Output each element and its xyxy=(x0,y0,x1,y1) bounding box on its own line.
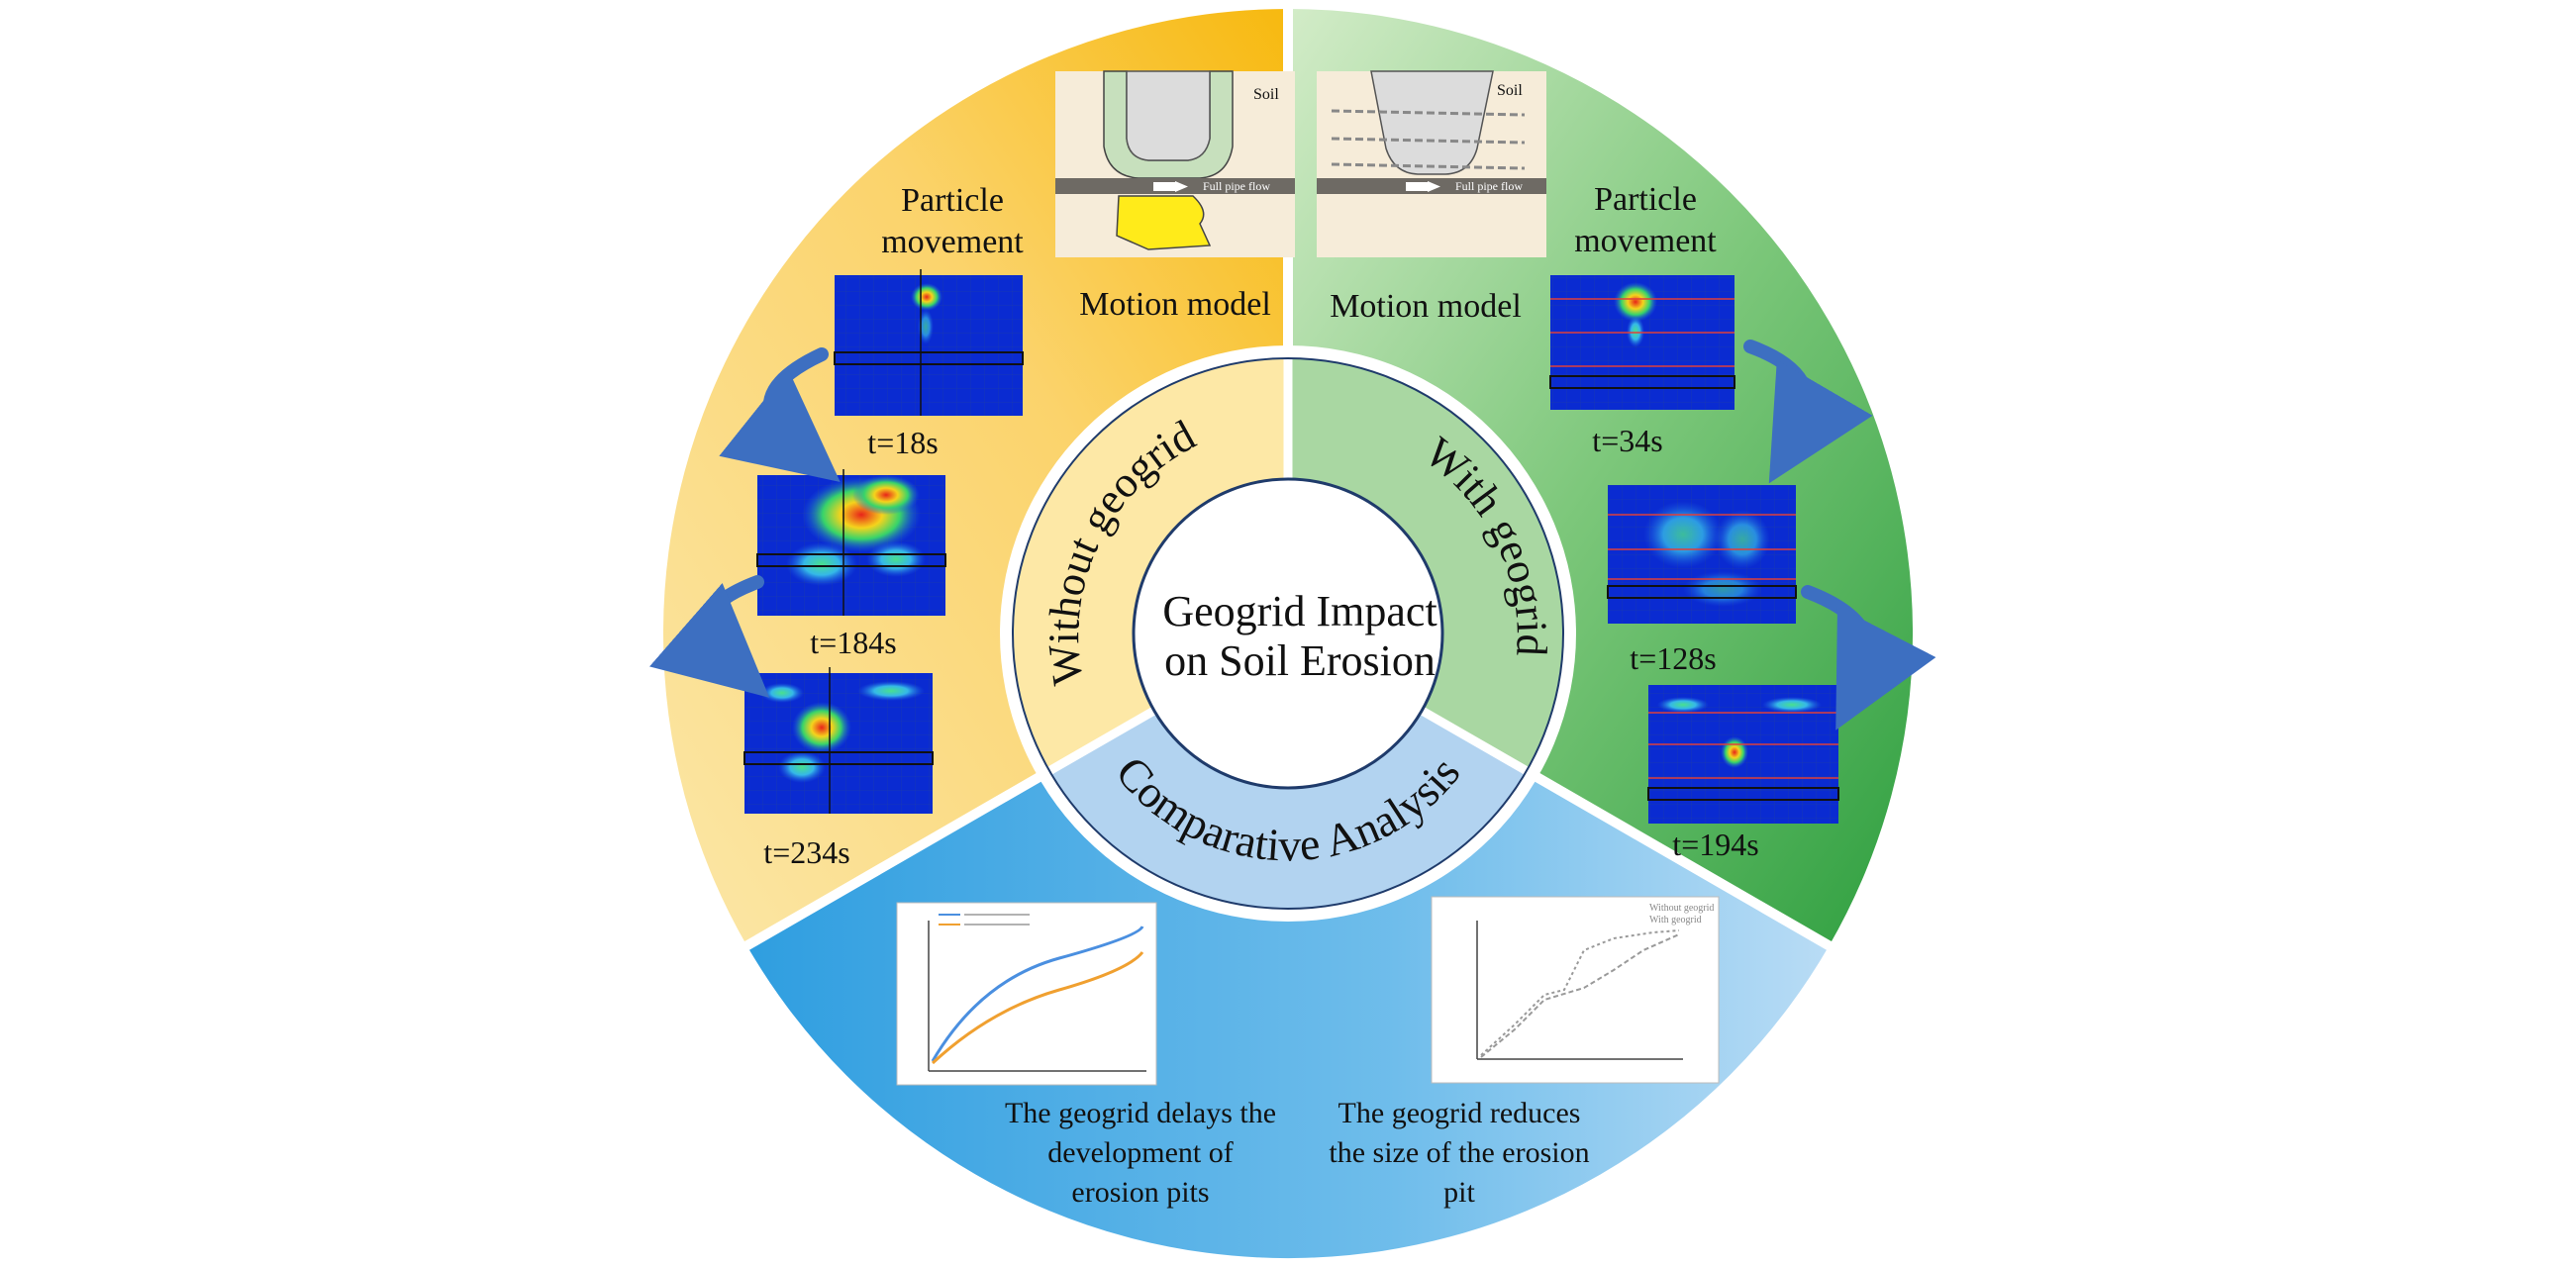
right-plot-legend-2: With geogrid xyxy=(1649,915,1702,926)
left-motion-model-image: Soil Full pipe flow xyxy=(1055,70,1295,257)
left-content: Soil Full pipe flow Motion model Particl… xyxy=(648,70,1295,870)
left-frame-3 xyxy=(743,667,934,814)
right-frame-1-label: t=34s xyxy=(1592,423,1662,458)
bottom-left-caption-line1: The geogrid delays the xyxy=(1005,1097,1276,1129)
right-plot-legend-1: Without geogrid xyxy=(1649,903,1714,914)
center-title-line1: Geogrid Impact xyxy=(1162,587,1437,635)
left-soil-label: Soil xyxy=(1253,86,1279,103)
left-arrow-1 xyxy=(719,347,841,483)
left-frame-1-label: t=18s xyxy=(867,425,938,460)
center-title-line2: on Soil Erosion xyxy=(1164,636,1436,685)
bottom-right-caption-line2: the size of the erosion xyxy=(1329,1136,1589,1169)
right-frame-2-label: t=128s xyxy=(1630,640,1716,676)
left-flow-label: Full pipe flow xyxy=(1203,179,1270,193)
bottom-left-plot xyxy=(896,902,1157,1086)
bottom-content: Without geogrid With geogrid The geogrid… xyxy=(896,896,1720,1209)
bottom-left-caption-line2: development of xyxy=(1047,1136,1233,1169)
right-motion-model-label: Motion model xyxy=(1330,288,1522,325)
right-frame-3-label: t=194s xyxy=(1672,827,1758,862)
right-particle-line2: movement xyxy=(1574,223,1717,259)
right-motion-model-image: Soil Full pipe flow xyxy=(1317,70,1546,257)
right-frame-2 xyxy=(1607,485,1797,624)
bottom-right-caption-line1: The geogrid reduces xyxy=(1338,1097,1581,1129)
right-particle-line1: Particle xyxy=(1594,181,1697,218)
left-frame-1 xyxy=(834,269,1024,416)
bottom-left-caption-line3: erosion pits xyxy=(1071,1176,1209,1209)
right-frame-3 xyxy=(1647,685,1839,824)
left-particle-line1: Particle xyxy=(901,182,1004,219)
left-frame-3-label: t=234s xyxy=(763,834,849,870)
left-frame-2-label: t=184s xyxy=(810,625,896,660)
right-content: Soil Full pipe flow Motion model Particl… xyxy=(1317,70,1936,862)
right-arrow-2 xyxy=(1801,585,1936,731)
bottom-right-caption-line3: pit xyxy=(1443,1176,1475,1209)
right-frame-1 xyxy=(1549,275,1735,410)
left-motion-model-label: Motion model xyxy=(1079,286,1271,323)
left-particle-line2: movement xyxy=(881,224,1024,260)
right-soil-label: Soil xyxy=(1497,82,1523,99)
inner-ring: Geogrid Impact on Soil Erosion Without g… xyxy=(1000,345,1576,922)
right-flow-label: Full pipe flow xyxy=(1455,179,1523,193)
left-frame-2 xyxy=(756,469,946,616)
bottom-right-plot: Without geogrid With geogrid xyxy=(1431,896,1720,1084)
left-arrow-2 xyxy=(648,575,770,698)
right-arrow-1 xyxy=(1743,340,1873,484)
